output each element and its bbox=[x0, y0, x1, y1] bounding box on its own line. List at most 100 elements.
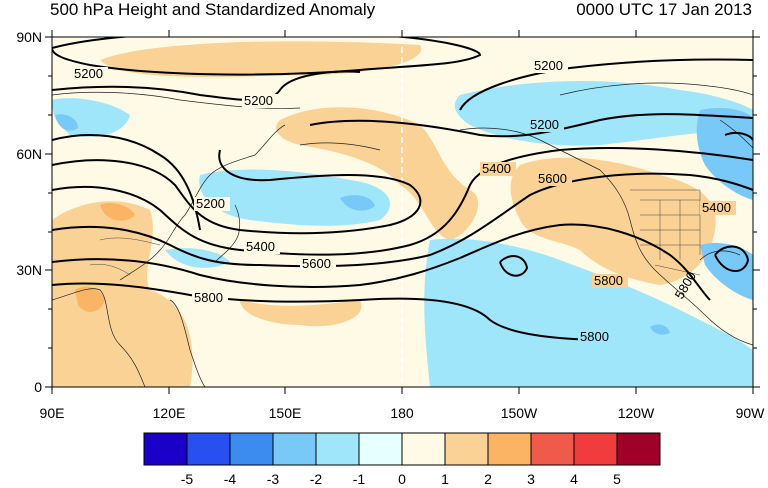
contour-label-5800-pacific: 5800 bbox=[580, 329, 609, 344]
anomaly-strong-positive-indochina bbox=[75, 286, 105, 312]
contour-5600-main bbox=[52, 172, 753, 268]
lon-label-150e: 150E bbox=[269, 405, 302, 421]
contour-low-canada bbox=[724, 131, 753, 141]
coastlines bbox=[52, 82, 753, 387]
colorbar-swatch bbox=[358, 432, 403, 466]
colorbar-swatch bbox=[401, 432, 446, 466]
contour-labels: 5200 5200 5200 5200 5200 5400 5400 5400 … bbox=[72, 58, 736, 344]
anomaly-strong-negative-canada bbox=[696, 107, 753, 200]
coastline-japan bbox=[214, 204, 240, 263]
contour-5400-kamchatka bbox=[52, 149, 422, 235]
colorbar-label: -2 bbox=[310, 471, 323, 487]
colorbar-swatch bbox=[229, 432, 274, 466]
anomaly-strong-negative-mexico bbox=[700, 243, 753, 300]
lon-label-90e: 90E bbox=[40, 405, 65, 421]
anomaly-strong-negative-patch bbox=[650, 324, 670, 335]
colorbar-swatch bbox=[487, 432, 532, 466]
coastline-alaska bbox=[459, 127, 601, 171]
lon-label-120e: 120E bbox=[153, 405, 186, 421]
coastline-okhotsk bbox=[209, 124, 286, 176]
anomaly-strong-negative-kamchatka bbox=[340, 195, 375, 211]
colorbar-swatch bbox=[530, 432, 575, 466]
colorbar-label: 5 bbox=[613, 471, 621, 487]
colorbar-label: -5 bbox=[181, 471, 194, 487]
colorbar: -5 -4 -3 -2 -1 0 1 2 3 4 5 bbox=[143, 432, 661, 487]
anomaly-negative-kamchatka bbox=[199, 169, 390, 226]
contour-label-5400-east: 5400 bbox=[702, 200, 731, 215]
colorbar-label: -1 bbox=[353, 471, 366, 487]
lon-label-90w: 90W bbox=[736, 405, 766, 421]
contour-5200-ne bbox=[459, 58, 753, 111]
contour-5200-east bbox=[309, 113, 753, 138]
coastline-west-america bbox=[599, 169, 706, 316]
contour-5200-arctic bbox=[52, 37, 482, 76]
lat-label-equator: 0 bbox=[34, 379, 42, 395]
anomaly-strong-negative-siberia bbox=[55, 114, 78, 131]
colorbar-label: 0 bbox=[398, 471, 406, 487]
anomaly-positive-west-pacific bbox=[240, 300, 362, 327]
contour-5800-west bbox=[52, 257, 461, 288]
colorbar-label: 3 bbox=[527, 471, 535, 487]
contour-label-5200-north: 5200 bbox=[244, 93, 273, 108]
lon-label-150w: 150W bbox=[501, 405, 538, 421]
coastline-philippines bbox=[169, 299, 206, 387]
colorbar-swatch bbox=[143, 432, 188, 466]
colorbar-swatch bbox=[272, 432, 317, 466]
valid-time: 0000 UTC 17 Jan 2013 bbox=[576, 0, 752, 19]
lat-tick-marks bbox=[45, 36, 760, 388]
lat-label-90n: 90N bbox=[16, 29, 42, 45]
contour-label-5400-west: 5400 bbox=[246, 239, 275, 254]
map-title: 500 hPa Height and Standardized Anomaly bbox=[50, 0, 376, 19]
colorbar-swatch bbox=[573, 432, 618, 466]
contour-label-5200-japan: 5200 bbox=[196, 196, 225, 211]
coastline-hudson bbox=[719, 119, 753, 149]
contour-label-5200-nw: 5200 bbox=[74, 66, 103, 81]
colorbar-swatch bbox=[315, 432, 360, 466]
anomaly-positive-north-pacific bbox=[276, 107, 479, 241]
border-us-mexico bbox=[654, 264, 701, 276]
anomaly-positive-west-america bbox=[510, 157, 716, 285]
contour-label-5800-west: 5800 bbox=[194, 290, 223, 305]
border-asia-1 bbox=[99, 237, 161, 246]
anomaly-strong-positive-india bbox=[100, 203, 135, 221]
border-us-state-lines bbox=[659, 200, 681, 260]
colorbar-label: -4 bbox=[224, 471, 237, 487]
anomaly-shading bbox=[52, 41, 753, 387]
colorbar-label: 1 bbox=[441, 471, 449, 487]
lat-label-60n: 60N bbox=[16, 146, 42, 162]
contour-label-5600-west: 5600 bbox=[302, 256, 331, 271]
contour-closed-low-pacific bbox=[499, 255, 529, 277]
contour-5200-west bbox=[52, 134, 201, 231]
contour-5400-main bbox=[52, 147, 753, 256]
contour-label-5200-ne: 5200 bbox=[534, 58, 563, 73]
lon-label-180: 180 bbox=[390, 405, 414, 421]
anomaly-positive-south-asia bbox=[52, 201, 193, 387]
border-us-states bbox=[640, 199, 700, 246]
contour-label-5200-east: 5200 bbox=[530, 117, 559, 132]
coastline-southeast-asia bbox=[52, 288, 146, 387]
border-asia-2 bbox=[89, 264, 131, 276]
colorbar-swatch bbox=[444, 432, 489, 466]
coastline-central-america bbox=[704, 314, 753, 346]
contour-label-5600-east: 5600 bbox=[538, 171, 567, 186]
contour-label-5400-central: 5400 bbox=[482, 161, 511, 176]
colorbar-label: -3 bbox=[267, 471, 280, 487]
contour-closed-low-mexico bbox=[714, 245, 750, 272]
contour-5200-north bbox=[52, 70, 361, 101]
contour-label-5800-east: 5800 bbox=[594, 273, 623, 288]
height-contours bbox=[52, 37, 753, 341]
colorbar-swatch bbox=[616, 432, 661, 466]
border-us-canada bbox=[630, 189, 701, 255]
colorbar-label: 2 bbox=[484, 471, 492, 487]
coastline-kamchatka bbox=[299, 142, 381, 151]
political-borders bbox=[89, 189, 701, 276]
coastline-canadian-arctic bbox=[559, 82, 753, 96]
lat-label-30n: 30N bbox=[16, 262, 42, 278]
colorbar-label: 4 bbox=[570, 471, 578, 487]
contour-5800-south bbox=[52, 282, 611, 341]
contour-5800-east bbox=[459, 223, 711, 301]
colorbar-swatch bbox=[186, 432, 231, 466]
lon-label-120w: 120W bbox=[618, 405, 655, 421]
anomaly-negative-subtropical-pacific bbox=[424, 238, 753, 387]
